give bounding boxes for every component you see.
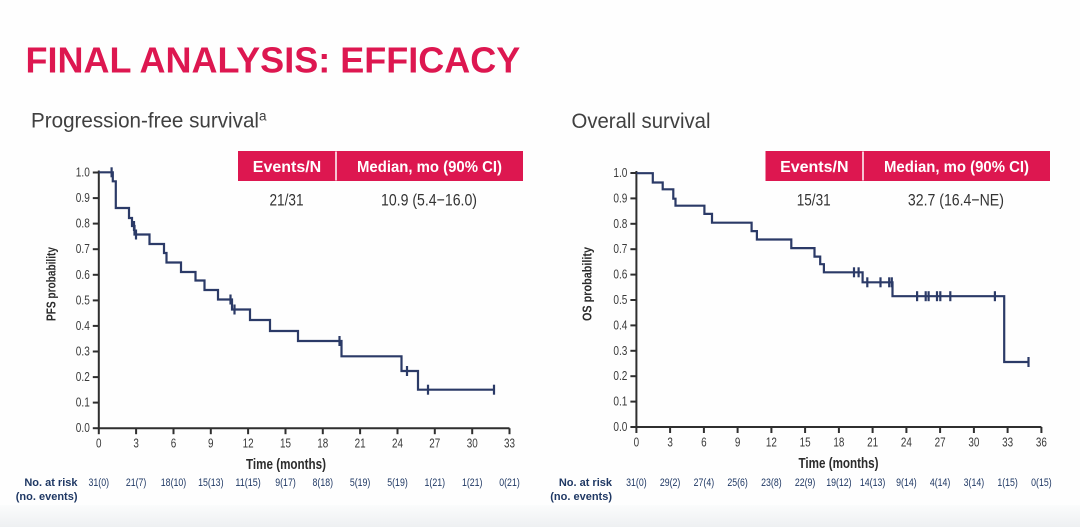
svg-text:33: 33 [504,437,515,451]
svg-text:0.7: 0.7 [76,242,90,256]
svg-text:31(0): 31(0) [626,477,647,489]
svg-text:No. at risk: No. at risk [24,477,78,489]
svg-text:0.9: 0.9 [613,191,627,205]
svg-text:15: 15 [280,437,291,451]
svg-text:4(14): 4(14) [930,477,951,489]
svg-text:Time (months): Time (months) [799,455,879,472]
svg-text:0.3: 0.3 [76,345,90,359]
svg-text:15: 15 [800,436,811,450]
svg-text:31(0): 31(0) [89,477,110,489]
svg-text:0.7: 0.7 [613,242,627,256]
svg-text:0(21): 0(21) [499,477,520,489]
svg-text:0.0: 0.0 [613,420,627,434]
svg-text:0.6: 0.6 [613,268,627,282]
svg-text:0(15): 0(15) [1031,477,1052,489]
svg-text:27(4): 27(4) [694,477,715,489]
svg-text:8(18): 8(18) [313,477,334,489]
svg-text:3: 3 [667,436,673,450]
svg-text:0.1: 0.1 [76,396,90,410]
svg-text:30: 30 [968,436,979,450]
svg-text:21/31: 21/31 [270,191,304,210]
svg-text:9: 9 [208,437,214,451]
svg-text:36: 36 [1036,436,1047,450]
svg-text:1(21): 1(21) [425,477,446,489]
svg-text:Median, mo (90% CI): Median, mo (90% CI) [884,159,1029,176]
svg-text:Time (months): Time (months) [246,456,326,473]
svg-text:3(14): 3(14) [964,477,985,489]
svg-text:6: 6 [701,436,707,450]
svg-text:Overall survival: Overall survival [572,110,711,133]
svg-text:21: 21 [355,437,366,451]
svg-text:9(17): 9(17) [275,477,296,489]
svg-text:1.0: 1.0 [613,166,627,180]
svg-text:5(19): 5(19) [387,477,408,489]
svg-text:0.2: 0.2 [76,370,90,384]
svg-text:0.1: 0.1 [613,395,627,409]
svg-text:14(13): 14(13) [860,477,885,489]
svg-text:0.0: 0.0 [76,421,90,435]
svg-text:9: 9 [735,436,741,450]
svg-text:0.8: 0.8 [76,217,90,231]
svg-text:12: 12 [243,437,254,451]
svg-text:21(7): 21(7) [126,477,147,489]
svg-text:10.9 (5.4−16.0): 10.9 (5.4−16.0) [381,191,477,210]
svg-text:0: 0 [96,437,102,451]
svg-text:No. at risk: No. at risk [559,477,613,489]
svg-text:FINAL ANALYSIS: EFFICACY: FINAL ANALYSIS: EFFICACY [26,40,521,81]
svg-text:25(6): 25(6) [727,477,748,489]
svg-text:29(2): 29(2) [660,477,681,489]
svg-text:Progression-free survivala: Progression-free survivala [31,108,267,133]
svg-text:22(9): 22(9) [795,477,816,489]
svg-text:33: 33 [1002,436,1013,450]
svg-text:0.8: 0.8 [613,217,627,231]
svg-text:0.4: 0.4 [76,319,90,333]
svg-text:21: 21 [867,436,878,450]
svg-text:27: 27 [429,437,440,451]
svg-text:5(19): 5(19) [350,477,371,489]
svg-text:19(12): 19(12) [826,477,851,489]
svg-text:Events/N: Events/N [253,159,321,176]
svg-text:24: 24 [901,436,912,450]
svg-text:0.5: 0.5 [613,293,627,307]
svg-text:0.6: 0.6 [76,268,90,282]
svg-text:1.0: 1.0 [76,166,90,180]
svg-text:PFS probability: PFS probability [45,247,59,321]
svg-text:0.5: 0.5 [76,293,90,307]
svg-text:1(21): 1(21) [462,477,483,489]
svg-text:0: 0 [634,436,640,450]
svg-text:1(15): 1(15) [997,477,1018,489]
svg-text:27: 27 [935,436,946,450]
svg-text:Median, mo (90% CI): Median, mo (90% CI) [357,159,502,176]
svg-text:Events/N: Events/N [780,159,848,176]
svg-text:24: 24 [392,437,403,451]
svg-text:18: 18 [317,437,328,451]
svg-text:6: 6 [171,437,177,451]
svg-text:15(13): 15(13) [198,477,223,489]
svg-text:(no. events): (no. events) [16,491,78,503]
svg-text:30: 30 [467,437,478,451]
svg-text:3: 3 [133,437,139,451]
svg-text:15/31: 15/31 [797,191,831,210]
svg-text:0.9: 0.9 [76,191,90,205]
svg-text:9(14): 9(14) [896,477,917,489]
svg-text:OS probability: OS probability [581,247,595,321]
svg-text:32.7 (16.4−NE): 32.7 (16.4−NE) [908,191,1004,210]
svg-text:(no. events): (no. events) [550,491,612,503]
svg-text:12: 12 [766,436,777,450]
svg-text:11(15): 11(15) [235,477,260,489]
svg-text:18(10): 18(10) [161,477,186,489]
svg-text:0.3: 0.3 [613,344,627,358]
svg-text:18: 18 [833,436,844,450]
svg-text:0.2: 0.2 [613,369,627,383]
svg-text:23(8): 23(8) [761,477,782,489]
svg-text:0.4: 0.4 [613,318,627,332]
